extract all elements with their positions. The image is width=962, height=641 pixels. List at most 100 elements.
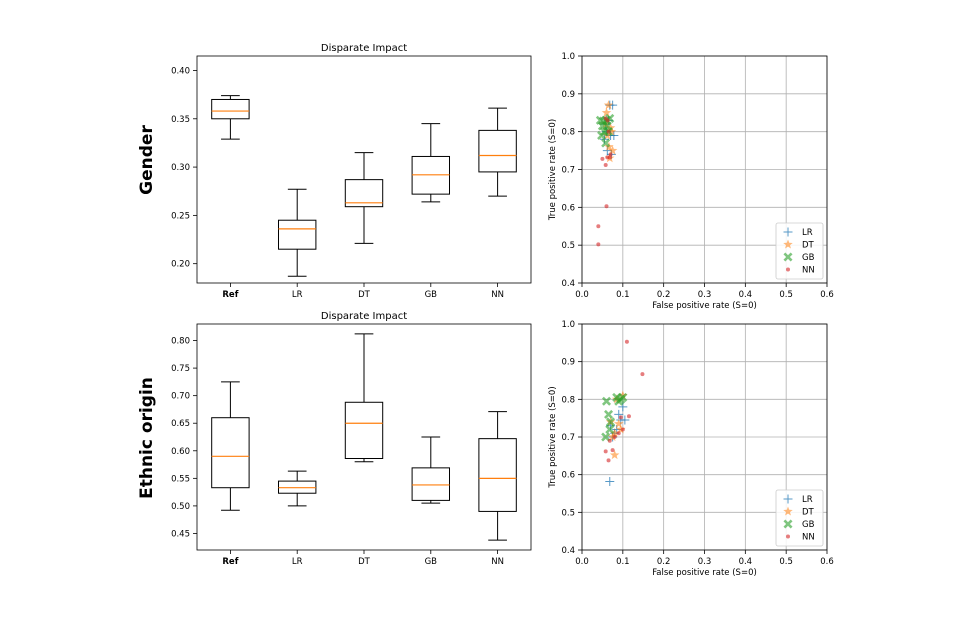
legend-marker-gb <box>783 252 793 262</box>
x-tick-label: 0.5 <box>779 557 793 567</box>
x-tick-label: 0.6 <box>820 290 834 300</box>
point-nn <box>610 448 615 453</box>
x-tick-label: GB <box>425 290 438 300</box>
legend-marker-dt <box>783 239 793 249</box>
point-nn <box>608 152 613 157</box>
y-tick-label: 0.5 <box>561 241 575 251</box>
legend-label-lr: LR <box>802 228 813 238</box>
x-tick-label: 0.3 <box>698 290 712 300</box>
y-tick-label: 0.80 <box>171 337 190 347</box>
y-tick-label: 0.20 <box>171 260 190 270</box>
legend-box <box>775 489 824 547</box>
x-tick-label: GB <box>425 557 438 567</box>
legend-marker-nn <box>786 267 790 272</box>
legend-marker-nn <box>786 534 790 539</box>
plot-frame <box>196 55 532 284</box>
point-nn <box>618 415 623 420</box>
legend-label-gb: GB <box>802 253 815 263</box>
x-tick-label: 0.4 <box>739 557 753 567</box>
plot-frame <box>581 323 828 551</box>
plot-frame <box>581 55 828 284</box>
x-tick-label: DT <box>358 290 371 300</box>
point-nn <box>607 438 612 443</box>
y-tick-label: 0.7 <box>561 166 575 176</box>
x-tick-label: 0.3 <box>698 557 712 567</box>
y-tick-label: 0.9 <box>561 358 575 368</box>
box-dt <box>344 401 384 459</box>
point-dt <box>607 145 618 155</box>
x-tick-label: 0.1 <box>616 290 630 300</box>
box-dt <box>344 179 384 208</box>
scatter-plot-1: 0.0 0.1 0.2 0.3 0.4 0.5 0.6 0.4 0.5 0.6 0.7 0.8 0.9 1… <box>548 52 834 311</box>
x-axis-label: False positive rate (S=0) <box>652 568 757 578</box>
point-dt <box>613 418 624 428</box>
x-tick-label: 0.2 <box>657 557 671 567</box>
point-dt <box>603 100 614 110</box>
y-tick-label: 0.45 <box>171 529 190 539</box>
legend-marker-dt <box>783 506 793 516</box>
y-tick-label: 0.75 <box>171 364 190 374</box>
x-tick-label: DT <box>358 557 371 567</box>
point-gb <box>614 396 624 406</box>
x-tick-label: 0.1 <box>616 557 630 567</box>
point-nn <box>620 427 625 432</box>
point-nn <box>626 414 631 419</box>
box-plot-0: Disparate Impact 0.20 0.25 0.30 0.35 0.40 Ref L… <box>171 43 532 300</box>
x-tick-label: 0.0 <box>575 290 589 300</box>
y-tick-label: 0.7 <box>561 433 575 443</box>
legend-marker-lr <box>783 494 793 504</box>
y-tick-label: 0.30 <box>171 163 190 173</box>
y-tick-label: 1.0 <box>561 320 575 330</box>
x-axis-label: False positive rate (S=0) <box>652 301 757 311</box>
legend-label-nn: NN <box>802 266 815 276</box>
point-nn <box>604 204 609 209</box>
point-nn <box>605 155 610 160</box>
legend-marker-lr <box>783 227 793 237</box>
point-gb <box>601 138 611 148</box>
point-nn <box>603 449 608 454</box>
y-tick-label: 0.5 <box>561 508 575 518</box>
point-nn <box>605 118 610 123</box>
x-tick-label: 0.6 <box>820 557 834 567</box>
legend-label-dt: DT <box>802 508 815 518</box>
y-tick-label: 0.9 <box>561 90 575 100</box>
legend-label-nn: NN <box>802 533 815 543</box>
point-nn <box>606 129 611 134</box>
y-axis-label: True positive rate (S=0) <box>548 119 558 221</box>
y-tick-label: 0.8 <box>561 395 575 405</box>
point-dt <box>606 126 617 136</box>
x-tick-label: LR <box>292 557 303 567</box>
scatter-plot-3: 0.0 0.1 0.2 0.3 0.4 0.5 0.6 0.4 0.5 0.6 0.7 0.8 0.9 1… <box>548 320 834 578</box>
plot-frame <box>196 323 532 551</box>
point-lr <box>605 476 615 486</box>
point-nn <box>600 156 605 161</box>
y-tick-label: 0.6 <box>561 471 575 481</box>
y-tick-label: 0.35 <box>171 115 190 125</box>
legend-label-lr: LR <box>802 495 813 505</box>
box-ref <box>211 417 250 489</box>
point-gb <box>605 424 615 434</box>
point-nn <box>616 431 621 436</box>
point-lr <box>614 409 624 419</box>
point-nn <box>596 224 601 229</box>
point-nn <box>624 339 629 344</box>
legend-marker-gb <box>783 519 793 529</box>
plot-title: Disparate Impact <box>321 43 407 54</box>
y-tick-label: 0.55 <box>171 474 190 484</box>
point-nn <box>606 458 611 463</box>
x-tick-label: 0.4 <box>739 290 753 300</box>
point-dt <box>605 122 616 132</box>
y-tick-label: 0.40 <box>171 66 190 76</box>
legend-box <box>775 222 824 280</box>
box-gb <box>411 467 451 501</box>
box-nn <box>478 438 517 512</box>
point-dt <box>609 428 620 438</box>
y-tick-label: 0.65 <box>171 419 190 429</box>
point-dt <box>609 450 620 460</box>
x-tick-label: 0.5 <box>779 290 793 300</box>
x-tick-label: NN <box>491 557 504 567</box>
x-tick-label: LR <box>292 290 303 300</box>
x-tick-label: Ref <box>222 557 238 567</box>
point-nn <box>603 162 608 167</box>
